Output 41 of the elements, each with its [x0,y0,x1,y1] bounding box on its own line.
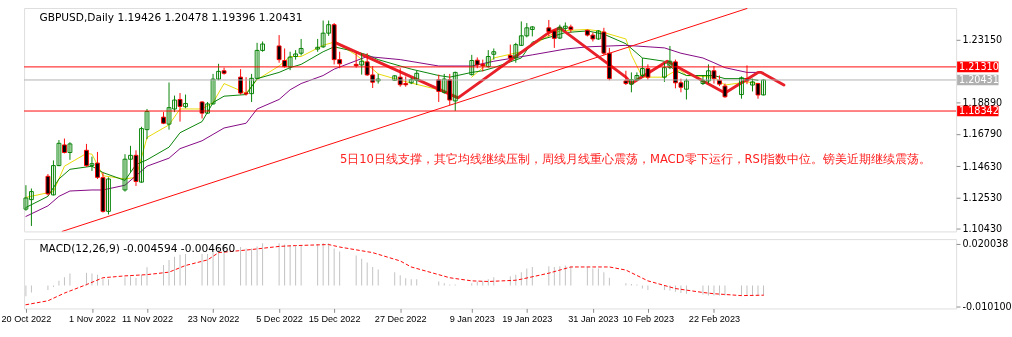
x-tick-label: 15 Dec 2022 [308,314,361,325]
ref-line-label: 1.20431 [959,73,999,85]
x-tick-label: 1 Nov 2022 [69,314,116,325]
candlestick [45,173,51,196]
y-tick-label: 1.10430 [962,222,1003,234]
x-tick-label: 22 Feb 2023 [688,314,741,325]
x-tick-label: 9 Jan 2023 [449,314,495,325]
y-tick-label: 1.16790 [962,128,1003,140]
candlestick [491,48,497,61]
candlestick [84,143,89,168]
candlestick [89,156,95,172]
y-tick-label: 1.23150 [962,33,1003,45]
x-tick-label: 27 Dec 2022 [374,314,427,325]
chart-title: GBPUSD,Daily 1.19426 1.20478 1.19396 1.20431 [39,10,303,23]
candlestick [739,75,744,100]
x-tick-label: 5 Dec 2022 [256,314,303,325]
x-tick-label: 20 Oct 2022 [1,314,52,325]
candlestick [276,34,282,64]
chart-title: MACD(12,26,9) -0.004594 -0.004660 [39,241,236,254]
x-tick-label: 10 Feb 2023 [622,314,675,325]
candlestick [441,73,447,95]
y-tick-label: 1.12530 [962,191,1003,203]
y-tick-label: 1.14630 [962,160,1003,172]
ref-line-label: 1.21310 [959,60,999,72]
candlestick [447,73,453,106]
candlestick [469,54,475,77]
x-tick-label: 31 Jan 2023 [568,314,619,325]
candlestick [662,62,667,83]
candlestick [106,176,111,215]
candlestick [667,45,673,70]
candlestick [67,141,73,161]
candlestick [436,74,442,103]
x-tick-label: 19 Jan 2023 [502,314,553,325]
annotation: 5日10日线支撑，其它均线继续压制，周线月线重心震荡，MACD零下运行，RSI指数中位。镑美近期继续震荡。 [339,152,932,167]
y-tick-label: -0.010100 [962,300,1012,312]
line-series [25,244,764,306]
candlestick [359,52,365,76]
x-tick-label: 11 Nov 2022 [121,314,174,325]
y-tick-label: 0.020038 [962,238,1009,250]
candlestick [452,71,458,112]
x-tick-label: 23 Nov 2022 [187,314,240,325]
